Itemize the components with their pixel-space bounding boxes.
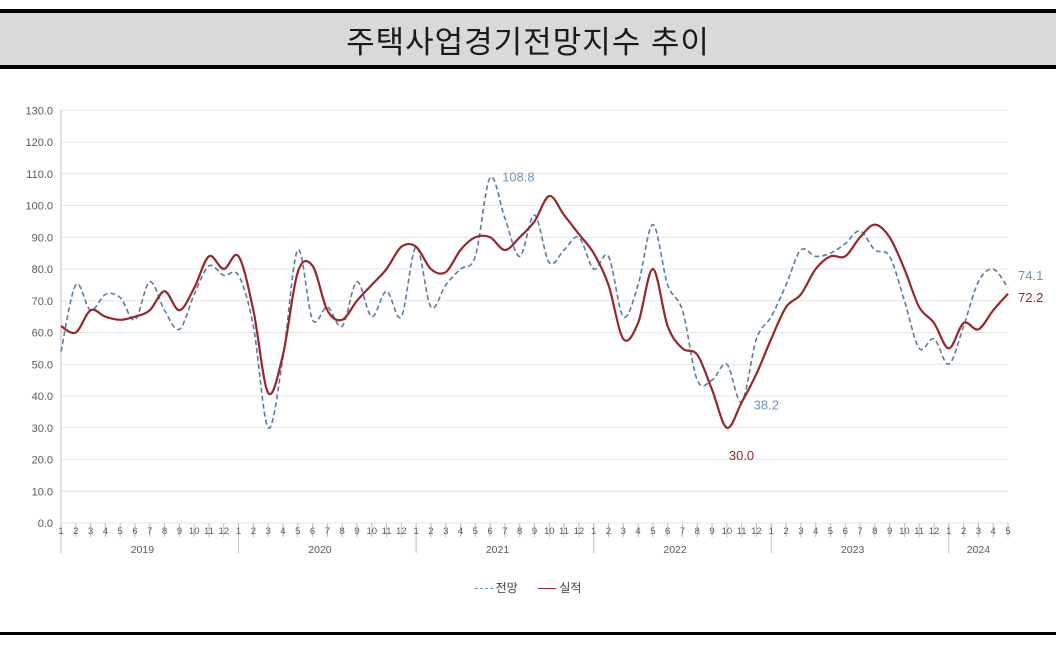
svg-text:1: 1 (413, 526, 418, 537)
svg-text:7: 7 (502, 526, 507, 537)
svg-text:11: 11 (914, 526, 924, 537)
svg-text:1: 1 (946, 526, 951, 537)
svg-text:2: 2 (251, 526, 256, 537)
svg-text:1: 1 (591, 526, 596, 537)
svg-text:11: 11 (559, 526, 569, 537)
svg-text:9: 9 (532, 526, 537, 537)
svg-text:20.0: 20.0 (32, 455, 53, 467)
svg-text:8: 8 (339, 526, 344, 537)
svg-text:2: 2 (606, 526, 611, 537)
svg-text:6: 6 (843, 526, 848, 537)
svg-text:1: 1 (236, 526, 241, 537)
svg-text:8: 8 (517, 526, 522, 537)
svg-text:6: 6 (310, 526, 315, 537)
svg-text:74.1: 74.1 (1018, 268, 1043, 283)
svg-text:2020: 2020 (308, 544, 332, 556)
svg-text:2: 2 (73, 526, 78, 537)
svg-text:3: 3 (266, 526, 271, 537)
svg-text:12: 12 (574, 526, 585, 537)
svg-text:80.0: 80.0 (32, 264, 53, 276)
svg-text:3: 3 (443, 526, 448, 537)
svg-text:10: 10 (899, 526, 910, 537)
svg-text:5: 5 (828, 526, 833, 537)
svg-text:2: 2 (428, 526, 433, 537)
svg-text:0.0: 0.0 (38, 518, 53, 530)
svg-text:108.8: 108.8 (502, 170, 535, 185)
svg-text:6: 6 (132, 526, 137, 537)
svg-text:110.0: 110.0 (26, 169, 53, 181)
svg-text:70.0: 70.0 (32, 296, 53, 308)
svg-text:120.0: 120.0 (25, 137, 53, 149)
svg-text:90.0: 90.0 (32, 232, 53, 244)
svg-text:8: 8 (162, 526, 167, 537)
svg-text:3: 3 (621, 526, 626, 537)
svg-text:11: 11 (737, 526, 747, 537)
svg-text:5: 5 (118, 526, 123, 537)
svg-text:12: 12 (929, 526, 940, 537)
svg-text:5: 5 (650, 526, 655, 537)
svg-text:11: 11 (204, 526, 214, 537)
svg-text:2022: 2022 (663, 544, 687, 556)
svg-text:38.2: 38.2 (754, 398, 779, 413)
svg-text:11: 11 (382, 526, 392, 537)
svg-text:30.0: 30.0 (729, 448, 754, 463)
svg-text:1: 1 (769, 526, 774, 537)
svg-text:40.0: 40.0 (32, 391, 53, 403)
svg-text:3: 3 (88, 526, 93, 537)
svg-text:5: 5 (1005, 526, 1010, 537)
svg-text:5: 5 (295, 526, 300, 537)
svg-text:7: 7 (857, 526, 862, 537)
svg-text:7: 7 (147, 526, 152, 537)
svg-text:4: 4 (635, 526, 640, 537)
svg-text:6: 6 (487, 526, 492, 537)
svg-text:10: 10 (722, 526, 733, 537)
svg-text:9: 9 (887, 526, 892, 537)
svg-text:50.0: 50.0 (32, 359, 53, 371)
svg-text:130.0: 130.0 (25, 105, 53, 117)
svg-text:12: 12 (218, 526, 229, 537)
svg-text:100.0: 100.0 (25, 201, 53, 213)
svg-text:3: 3 (976, 526, 981, 537)
svg-text:2: 2 (961, 526, 966, 537)
svg-text:8: 8 (872, 526, 877, 537)
svg-text:2019: 2019 (131, 544, 155, 556)
svg-text:72.2: 72.2 (1018, 290, 1043, 305)
svg-text:2024: 2024 (967, 544, 991, 556)
svg-text:7: 7 (325, 526, 330, 537)
svg-text:10: 10 (366, 526, 377, 537)
svg-text:2023: 2023 (841, 544, 865, 556)
svg-text:3: 3 (798, 526, 803, 537)
svg-text:1: 1 (58, 526, 63, 537)
svg-text:2021: 2021 (486, 544, 510, 556)
svg-text:10.0: 10.0 (32, 486, 53, 498)
svg-text:4: 4 (813, 526, 818, 537)
svg-text:4: 4 (280, 526, 285, 537)
svg-text:10: 10 (189, 526, 200, 537)
svg-text:12: 12 (751, 526, 762, 537)
svg-text:8: 8 (695, 526, 700, 537)
svg-text:2: 2 (783, 526, 788, 537)
svg-text:10: 10 (544, 526, 555, 537)
svg-text:60.0: 60.0 (32, 328, 53, 340)
svg-text:4: 4 (458, 526, 463, 537)
svg-text:12: 12 (396, 526, 407, 537)
svg-text:30.0: 30.0 (32, 423, 53, 435)
svg-text:9: 9 (177, 526, 182, 537)
svg-text:9: 9 (354, 526, 359, 537)
svg-text:9: 9 (709, 526, 714, 537)
svg-text:6: 6 (665, 526, 670, 537)
svg-text:4: 4 (103, 526, 108, 537)
svg-text:4: 4 (991, 526, 996, 537)
svg-text:5: 5 (473, 526, 478, 537)
svg-text:7: 7 (680, 526, 685, 537)
